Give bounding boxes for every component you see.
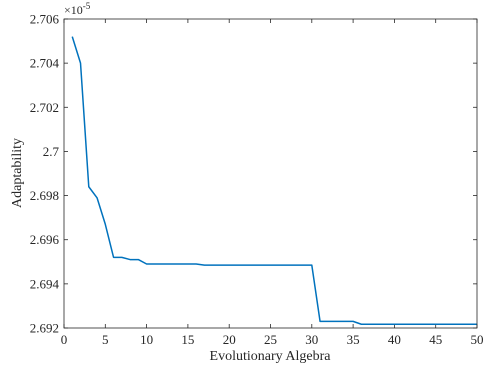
y-exponent-label: ×10-5 xyxy=(64,1,91,17)
y-tick-labels: 2.692 2.694 2.696 2.698 2.7 2.702 2.704 2.706 xyxy=(30,12,60,336)
x-tick-label: 5 xyxy=(102,332,109,347)
x-tick-label: 25 xyxy=(264,332,277,347)
y-tick-label: 2.7 xyxy=(43,144,60,159)
x-tick-label: 40 xyxy=(388,332,401,347)
x-tick-label: 0 xyxy=(61,332,68,347)
y-tick-label: 2.698 xyxy=(30,188,59,203)
y-tick-label: 2.692 xyxy=(30,321,59,336)
y-exponent-power: -5 xyxy=(83,1,91,11)
y-tick-label: 2.696 xyxy=(30,232,60,247)
y-tick-label: 2.702 xyxy=(30,100,59,115)
y-tick-label: 2.704 xyxy=(30,56,60,71)
y-tick-label: 2.706 xyxy=(30,12,60,27)
x-tick-label: 30 xyxy=(305,332,318,347)
x-tick-labels: 0 5 10 15 20 25 30 35 40 45 50 xyxy=(61,332,484,347)
x-tick-label: 45 xyxy=(429,332,442,347)
plot-area xyxy=(64,19,477,328)
plot-frame xyxy=(63,18,478,329)
adaptability-line xyxy=(71,36,477,325)
y-axis-label: Adaptability xyxy=(10,138,25,208)
y-tick-label: 2.694 xyxy=(30,276,60,291)
y-exponent-base: ×10 xyxy=(64,3,83,17)
x-tick-label: 20 xyxy=(223,332,236,347)
x-tick-label: 50 xyxy=(471,332,484,347)
x-axis-label: Evolutionary Algebra xyxy=(210,349,332,364)
x-tick-label: 10 xyxy=(140,332,153,347)
x-tick-label: 15 xyxy=(181,332,194,347)
x-tick-label: 35 xyxy=(347,332,360,347)
